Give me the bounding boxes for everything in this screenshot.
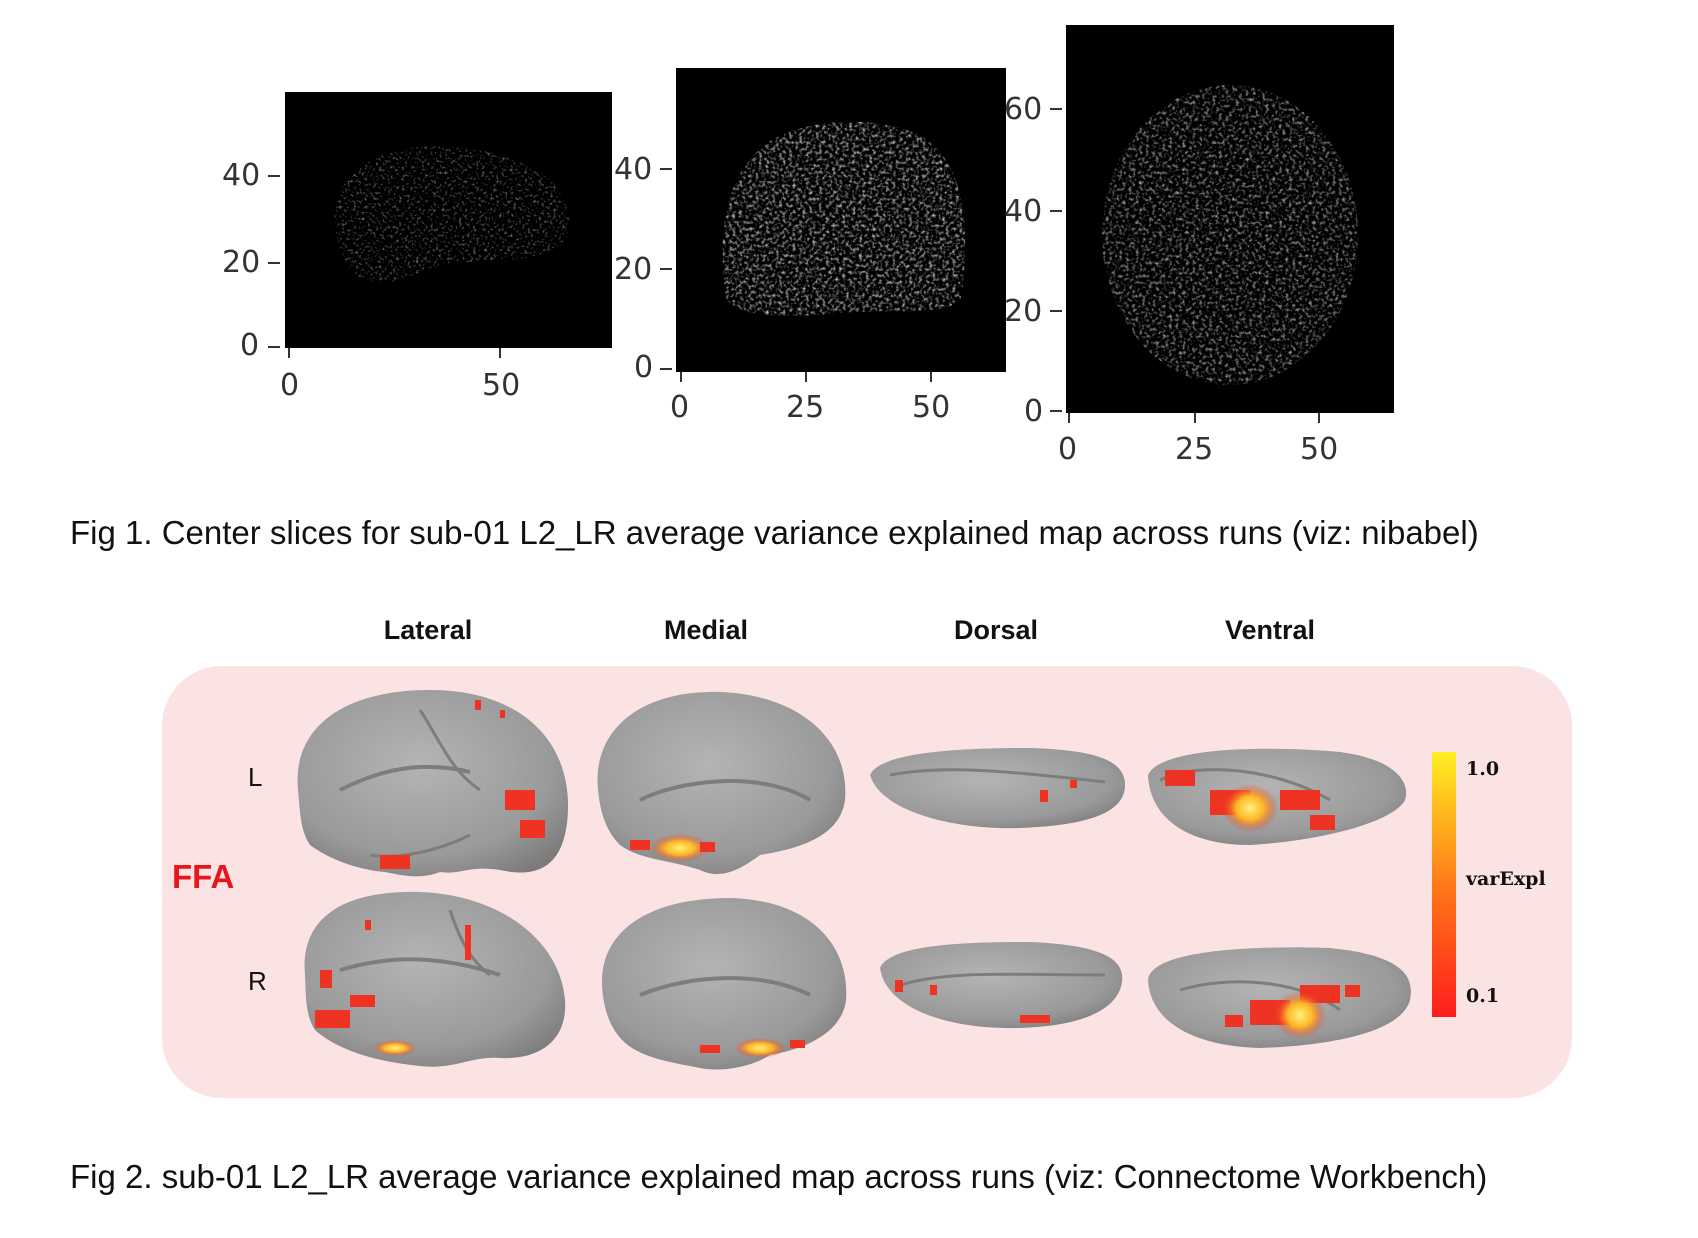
y-tick: 40	[614, 152, 653, 187]
axial-brain-svg	[1102, 85, 1358, 385]
figure1-caption: Fig 1. Center slices for sub-01 L2_LR av…	[70, 514, 1479, 551]
view-label-dorsal: Dorsal	[953, 615, 1039, 645]
view-label-lateral: Lateral	[383, 615, 473, 645]
right-ventral-surface	[1148, 947, 1411, 1048]
x-tick: 0	[670, 390, 690, 425]
view-label-medial: Medial	[663, 615, 749, 645]
x-tick: 50	[1300, 432, 1339, 467]
right-lateral-surface	[304, 891, 566, 1067]
left-dorsal-surface	[870, 748, 1125, 829]
view-label-ventral: Ventral	[1224, 615, 1316, 645]
x-tick: 50	[482, 368, 521, 403]
x-tick: 25	[786, 390, 825, 425]
x-tick: 0	[280, 368, 300, 403]
hemisphere-label-right: R	[248, 966, 267, 996]
colorbar-max-label: 1.0	[1466, 758, 1500, 780]
colorbar-min-label: 0.1	[1466, 985, 1500, 1007]
x-tick: 50	[912, 390, 951, 425]
y-tick: 40	[222, 158, 261, 193]
figure2-caption: Fig 2. sub-01 L2_LR average variance exp…	[70, 1158, 1488, 1195]
x-tick: 25	[1175, 432, 1214, 467]
right-dorsal-surface	[880, 942, 1123, 1028]
roi-label: FFA	[172, 858, 235, 895]
sagittal-slice-image	[285, 92, 612, 348]
sagittal-brain-svg	[334, 146, 570, 283]
left-lateral-surface	[297, 690, 569, 877]
y-tick: 60	[1004, 92, 1043, 127]
hemisphere-label-left: L	[248, 762, 263, 792]
coronal-slice-image	[676, 68, 1006, 372]
colorbar-title: varExpl	[1466, 868, 1546, 890]
colorbar	[1432, 752, 1456, 1017]
x-tick: 0	[1058, 432, 1078, 467]
y-tick: 20	[222, 245, 261, 280]
left-medial-surface	[597, 691, 846, 875]
right-medial-surface	[601, 898, 847, 1070]
y-tick: 20	[614, 252, 653, 287]
y-tick: 40	[1004, 194, 1043, 229]
y-tick: 0	[1024, 394, 1044, 429]
y-tick: 0	[634, 350, 654, 385]
y-tick: 20	[1004, 294, 1043, 329]
axial-slice-image	[1066, 25, 1394, 413]
coronal-brain-svg	[722, 121, 966, 316]
y-tick: 0	[240, 328, 260, 363]
left-ventral-surface	[1148, 748, 1407, 845]
